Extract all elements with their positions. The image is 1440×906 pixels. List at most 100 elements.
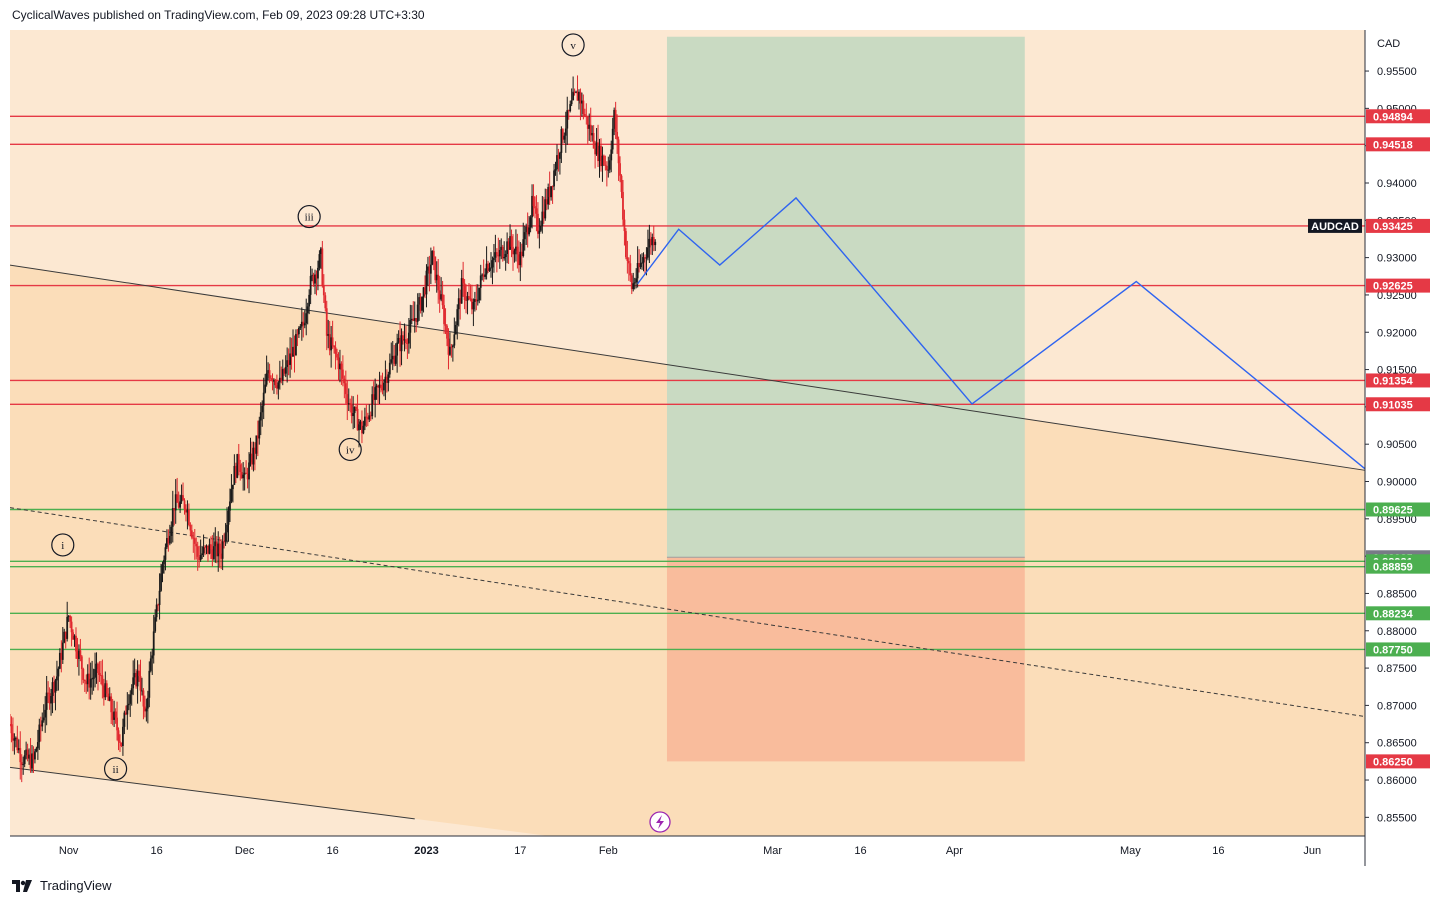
candle-body — [226, 524, 228, 533]
candle-body — [26, 749, 29, 759]
wave-label-circle[interactable] — [338, 437, 362, 462]
candle-body — [625, 231, 627, 258]
candle-body — [614, 109, 617, 132]
candle-body — [654, 241, 657, 246]
price-tag[interactable] — [1366, 397, 1430, 412]
candle-body — [377, 385, 379, 388]
price-tag[interactable] — [1366, 606, 1430, 621]
candle-body — [388, 362, 391, 375]
y-tick-label: 0.93000 — [1377, 253, 1417, 265]
candle-body — [347, 403, 350, 405]
price-tag[interactable] — [1366, 642, 1430, 657]
candle-body — [177, 502, 180, 508]
candle-body — [569, 104, 572, 112]
candle-body — [560, 129, 563, 153]
candle-body — [176, 494, 179, 503]
position-profit-zone[interactable] — [666, 36, 1025, 558]
candle-body — [12, 733, 14, 741]
candle-body — [394, 355, 397, 364]
candle-body — [240, 472, 243, 479]
x-tick-label: Apr — [946, 845, 963, 857]
candle-body — [210, 544, 212, 550]
candle-body — [644, 257, 646, 259]
price-tag[interactable] — [1366, 502, 1430, 517]
candle-body — [416, 304, 419, 322]
candle-body — [73, 635, 76, 640]
candle-body — [553, 170, 555, 187]
candle-body — [289, 353, 291, 365]
candle-body — [371, 394, 374, 417]
candle-body — [296, 334, 299, 336]
tradingview-brand-text[interactable]: TradingView — [40, 878, 112, 893]
price-tag[interactable] — [1366, 373, 1430, 388]
candle-body — [380, 384, 382, 389]
candle-body — [227, 510, 230, 525]
candle-body — [220, 553, 223, 559]
candle-body — [97, 663, 99, 673]
candle-body — [361, 421, 363, 434]
candle-body — [163, 559, 165, 565]
candle-body — [199, 555, 202, 560]
candle-body — [410, 318, 413, 321]
candle-body — [267, 370, 269, 374]
candle-body — [111, 712, 114, 720]
mid-channel-dashed-line[interactable] — [10, 507, 1366, 718]
candle-body — [253, 447, 256, 454]
candle-body — [126, 705, 129, 715]
candle-body — [157, 604, 160, 606]
price-tag[interactable] — [1366, 754, 1430, 769]
candle-body — [629, 263, 632, 276]
tradingview-logo-icon[interactable] — [12, 879, 34, 892]
lower-channel-line[interactable] — [10, 766, 415, 820]
candle-body — [256, 435, 259, 439]
candle-body — [214, 541, 217, 547]
candle-body — [82, 668, 85, 680]
symbol-tag[interactable] — [1308, 218, 1362, 233]
candle-body — [365, 416, 368, 418]
price-tag[interactable] — [1366, 218, 1430, 233]
candle-body — [300, 321, 303, 327]
candle-body — [38, 724, 41, 743]
price-tag[interactable] — [1366, 278, 1430, 293]
candle-body — [585, 116, 588, 118]
wave-label-circle[interactable] — [561, 33, 585, 57]
candle-body — [645, 257, 648, 259]
candle-body — [215, 541, 218, 557]
candle-body — [331, 337, 334, 346]
candle-body — [86, 673, 89, 685]
y-tick-label: 0.94000 — [1377, 178, 1417, 190]
projection-path[interactable] — [637, 196, 1366, 470]
chart-area[interactable]: iiiiiiivvCAD0.955000.950000.945000.94000… — [10, 30, 1430, 866]
price-tag[interactable] — [1366, 137, 1430, 152]
candle-body — [138, 670, 140, 677]
price-chart[interactable]: iiiiiiivvCAD0.955000.950000.945000.94000… — [10, 30, 1430, 866]
candle-body — [32, 753, 35, 760]
candle-body — [598, 145, 601, 162]
candle-body — [79, 650, 82, 657]
candle-body — [434, 256, 437, 281]
position-loss-zone[interactable] — [666, 557, 1025, 762]
candle-body — [95, 663, 98, 670]
price-tag[interactable] — [1366, 109, 1430, 124]
candle-body — [346, 394, 349, 404]
candle-body — [319, 248, 322, 255]
candle-body — [120, 742, 123, 747]
candle-body — [230, 489, 233, 502]
price-tag[interactable] — [1366, 559, 1430, 574]
candle-body — [396, 342, 399, 356]
candle-body — [66, 616, 69, 639]
candle-body — [545, 199, 548, 205]
candle-body — [327, 334, 330, 336]
candle-body — [248, 462, 250, 480]
candle-body — [542, 211, 545, 219]
wave-label-circle[interactable] — [51, 533, 75, 557]
price-tag-label: 0.88234 — [1373, 608, 1414, 620]
candle-body — [517, 254, 520, 266]
candle-body — [589, 124, 592, 136]
candle-body — [460, 278, 463, 304]
wave-label-circle[interactable] — [103, 757, 128, 781]
wave-label-circle[interactable] — [297, 204, 321, 229]
candle-body — [567, 110, 570, 112]
candle-body — [88, 673, 91, 688]
upper-channel-line[interactable] — [10, 264, 1366, 471]
